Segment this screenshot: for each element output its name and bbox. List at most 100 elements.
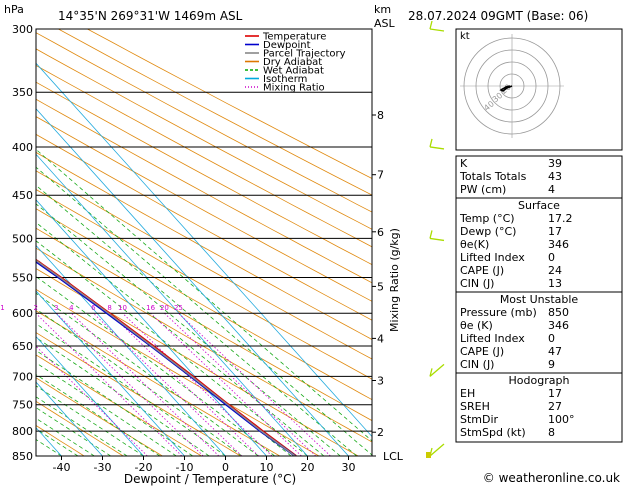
wind-barb-flag bbox=[429, 138, 433, 148]
legend-label: Dewpoint bbox=[263, 40, 311, 51]
pressure-tick-labels: 300 350 400 450 500 550 600 650 700 750 800 850 bbox=[12, 23, 33, 463]
surface-wind-marker bbox=[426, 452, 431, 458]
mixing-ratio-line bbox=[164, 312, 317, 456]
legend-label: Mixing Ratio bbox=[263, 83, 325, 94]
temperature-tick-label: 20 bbox=[301, 461, 315, 474]
pressure-tick-label: 500 bbox=[12, 232, 33, 245]
legend-label: Dry Adiabat bbox=[263, 57, 322, 68]
dry-adiabat-line bbox=[87, 29, 372, 179]
location-title: 14°35'N 269°31'W 1469m ASL bbox=[58, 9, 243, 23]
km-tick-label: 4 bbox=[377, 332, 384, 345]
dry-adiabat-line bbox=[36, 64, 372, 248]
mixing-ratio-value-label: 4 bbox=[69, 304, 74, 312]
wind-barb-flag bbox=[429, 368, 433, 377]
wind-barb bbox=[429, 28, 445, 32]
pressure-tick-label: 350 bbox=[12, 86, 33, 99]
mixing-ratio-line bbox=[36, 345, 148, 456]
table-row-value: 47 bbox=[548, 345, 562, 358]
km-tick-label: LCL bbox=[383, 450, 404, 463]
table-row-value: 39 bbox=[548, 157, 562, 170]
table-row-value: 0 bbox=[548, 251, 555, 264]
asl-label: ASL bbox=[374, 17, 396, 30]
km-tick-label: 5 bbox=[377, 280, 384, 293]
wet-adiabat-line bbox=[36, 362, 177, 456]
copyright: © weatheronline.co.uk bbox=[483, 471, 620, 485]
mixing-ratio-labels: 1 2 3 4 6 8 10 16 20 25 bbox=[0, 304, 183, 312]
dry-adiabat-line bbox=[36, 32, 372, 213]
mixing-ratio-line bbox=[122, 312, 273, 456]
table-row-value: 27 bbox=[548, 400, 562, 413]
wet-adiabat-line bbox=[36, 308, 243, 456]
surface-box bbox=[455, 197, 623, 294]
surface-box-title: Surface bbox=[518, 199, 560, 212]
isotherm-line bbox=[36, 335, 144, 456]
mixing-ratio-axis-label: Mixing Ratio (g/kg) bbox=[388, 228, 401, 332]
profile-series bbox=[36, 258, 297, 456]
legend-label: Temperature bbox=[262, 32, 326, 43]
table-row-label: PW (cm) bbox=[460, 183, 506, 196]
table-row-value: 8 bbox=[548, 426, 555, 439]
km-ticks: 8 7 6 5 4 3 2 LCL bbox=[372, 109, 404, 463]
table-row-value: 4 bbox=[548, 183, 555, 196]
wet-adiabat-line bbox=[36, 407, 111, 456]
mixing-ratio-value-label: 25 bbox=[174, 304, 183, 312]
wind-barb-flag bbox=[429, 20, 433, 30]
mixing-ratio-value-label: 2 bbox=[33, 304, 37, 312]
wind-barb bbox=[429, 363, 445, 377]
km-tick-label: 3 bbox=[377, 375, 384, 388]
wet-adiabat-line bbox=[36, 396, 128, 456]
mixing-ratio-line bbox=[71, 312, 220, 456]
wet-adiabat-line bbox=[36, 292, 259, 456]
pressure-tick-label: 600 bbox=[12, 307, 33, 320]
mixing-ratio-value-label: 1 bbox=[0, 304, 4, 312]
table-row-label: Lifted Index bbox=[460, 251, 525, 264]
legend-label: Isotherm bbox=[263, 74, 307, 85]
mixing-ratio-value-label: 8 bbox=[107, 304, 111, 312]
table-row-value: 13 bbox=[548, 277, 562, 290]
pressure-tick-label: 850 bbox=[12, 450, 33, 463]
isotherm-line bbox=[36, 381, 103, 456]
mixing-ratio-line bbox=[55, 312, 204, 456]
dry-adiabat-line bbox=[36, 189, 372, 380]
dry-adiabat-line bbox=[36, 133, 372, 321]
table-row-value: 346 bbox=[548, 238, 569, 251]
dry-adiabat-line bbox=[58, 29, 372, 196]
wet-adiabat-line bbox=[36, 184, 357, 456]
table-row-label: Dewp (°C) bbox=[460, 225, 516, 238]
table-row-value: 43 bbox=[548, 170, 562, 183]
dry-adiabat-line bbox=[36, 208, 372, 401]
table-row-value: 17 bbox=[548, 387, 562, 400]
mixing-ratio-value-label: 16 bbox=[146, 304, 155, 312]
dry-adiabat-line bbox=[36, 288, 320, 456]
hpa-label: hPa bbox=[4, 3, 24, 16]
dry-adiabat-line bbox=[36, 400, 124, 456]
dry-adiabat-line bbox=[36, 170, 372, 360]
isotherm-line bbox=[36, 290, 185, 456]
km-tick-label: 6 bbox=[377, 226, 384, 239]
km-tick-label: 2 bbox=[377, 426, 384, 439]
wind-barb bbox=[429, 443, 445, 457]
indices-box bbox=[455, 155, 623, 200]
hodograph-table-box-title: Hodograph bbox=[509, 374, 570, 387]
table-row-value: 17 bbox=[548, 225, 562, 238]
pressure-tick-label: 700 bbox=[12, 370, 33, 383]
wet-adiabat-line bbox=[36, 203, 341, 456]
table-row-value: 24 bbox=[548, 264, 562, 277]
pressure-tick-label: 750 bbox=[12, 399, 33, 412]
km-label: km bbox=[374, 3, 391, 16]
temperature-tick-label: -30 bbox=[94, 461, 112, 474]
temperature-tick-label: 10 bbox=[260, 461, 274, 474]
table-row-label: StmDir bbox=[460, 413, 499, 426]
wet-adiabat-line bbox=[36, 374, 161, 456]
isotherm-line bbox=[36, 62, 372, 438]
table-row-value: 850 bbox=[548, 306, 569, 319]
dry-adiabat-line bbox=[36, 151, 372, 340]
wet-adiabat-line bbox=[36, 276, 275, 456]
temperature-tick-label: -40 bbox=[53, 461, 71, 474]
table-row-label: Pressure (mb) bbox=[460, 306, 537, 319]
table-row-label: θe (K) bbox=[460, 319, 493, 332]
legend-label: Parcel Trajectory bbox=[263, 49, 346, 60]
wet-adiabat-line bbox=[36, 385, 144, 456]
